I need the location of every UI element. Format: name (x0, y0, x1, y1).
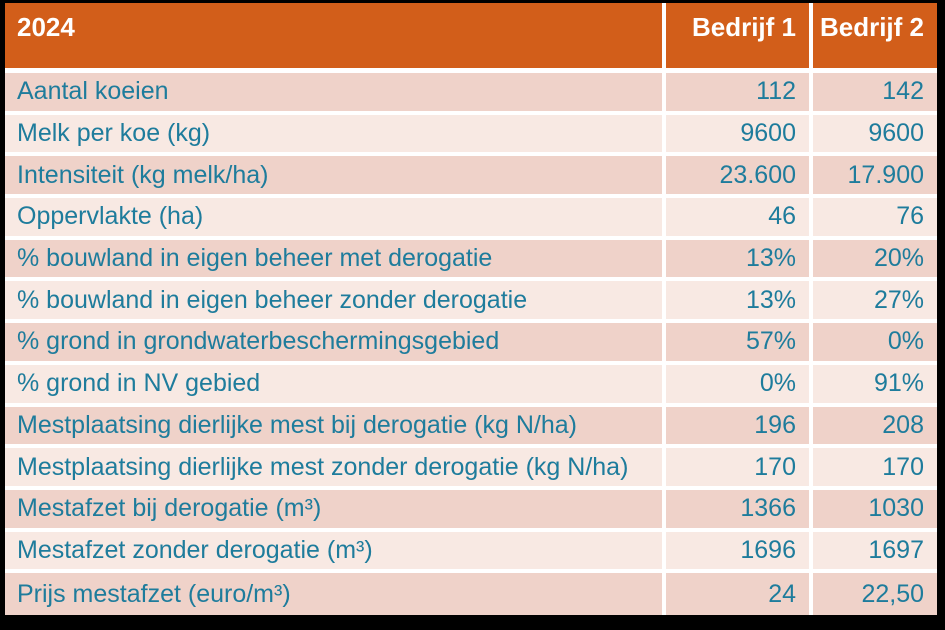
value-bedrijf-1: 1696 (662, 531, 809, 574)
value-bedrijf-2: 0% (809, 323, 937, 365)
row-label: Mestplaatsing dierlijke mest bij derogat… (5, 406, 662, 449)
value-bedrijf-2: 91% (809, 364, 937, 407)
value-bedrijf-1: 1366 (662, 489, 809, 532)
year-header: 2024 (5, 3, 662, 73)
value-bedrijf-1: 170 (662, 448, 809, 490)
table-row: Aantal koeien 112 142 (5, 73, 937, 115)
value-bedrijf-1: 0% (662, 364, 809, 407)
value-bedrijf-2: 170 (809, 448, 937, 490)
table-header: 2024 Bedrijf 1 Bedrijf 2 (5, 3, 937, 73)
row-label: Oppervlakte (ha) (5, 198, 662, 240)
value-bedrijf-1: 9600 (662, 114, 809, 157)
row-label: Mestplaatsing dierlijke mest zonder dero… (5, 448, 662, 490)
table-row: Prijs mestafzet (euro/m³) 24 22,50 (5, 573, 937, 615)
table-row: % grond in NV gebied 0% 91% (5, 364, 937, 407)
row-label: Intensiteit (kg melk/ha) (5, 156, 662, 199)
row-label: Mestafzet bij derogatie (m³) (5, 489, 662, 532)
farm-comparison-table: 2024 Bedrijf 1 Bedrijf 2 Aantal koeien 1… (5, 3, 937, 615)
value-bedrijf-2: 20% (809, 239, 937, 282)
value-bedrijf-2: 208 (809, 406, 937, 449)
table-row: % bouwland in eigen beheer met derogatie… (5, 239, 937, 282)
row-label: % bouwland in eigen beheer zonder deroga… (5, 281, 662, 324)
value-bedrijf-1: 46 (662, 198, 809, 240)
row-label: % bouwland in eigen beheer met derogatie (5, 239, 662, 282)
value-bedrijf-2: 1697 (809, 531, 937, 574)
value-bedrijf-2: 142 (809, 73, 937, 115)
value-bedrijf-1: 13% (662, 281, 809, 324)
table-row: Mestafzet bij derogatie (m³) 1366 1030 (5, 489, 937, 532)
value-bedrijf-1: 23.600 (662, 156, 809, 199)
table-row: Oppervlakte (ha) 46 76 (5, 198, 937, 240)
value-bedrijf-2: 1030 (809, 489, 937, 532)
value-bedrijf-2: 76 (809, 198, 937, 240)
header-row: 2024 Bedrijf 1 Bedrijf 2 (5, 3, 937, 73)
table-body: Aantal koeien 112 142 Melk per koe (kg) … (5, 73, 937, 615)
row-label: % grond in grondwaterbeschermingsgebied (5, 323, 662, 365)
value-bedrijf-1: 24 (662, 573, 809, 615)
table-row: % bouwland in eigen beheer zonder deroga… (5, 281, 937, 324)
table-row: Mestplaatsing dierlijke mest zonder dero… (5, 448, 937, 490)
column-header-bedrijf-1: Bedrijf 1 (662, 3, 809, 73)
table-row: Melk per koe (kg) 9600 9600 (5, 114, 937, 157)
value-bedrijf-2: 27% (809, 281, 937, 324)
column-header-bedrijf-2: Bedrijf 2 (809, 3, 937, 73)
table-row: Mestafzet zonder derogatie (m³) 1696 169… (5, 531, 937, 574)
slide-frame: 2024 Bedrijf 1 Bedrijf 2 Aantal koeien 1… (5, 3, 937, 615)
table-row: Intensiteit (kg melk/ha) 23.600 17.900 (5, 156, 937, 199)
row-label: % grond in NV gebied (5, 364, 662, 407)
value-bedrijf-1: 112 (662, 73, 809, 115)
row-label: Mestafzet zonder derogatie (m³) (5, 531, 662, 574)
table-row: % grond in grondwaterbeschermingsgebied … (5, 323, 937, 365)
value-bedrijf-1: 196 (662, 406, 809, 449)
row-label: Aantal koeien (5, 73, 662, 115)
value-bedrijf-2: 22,50 (809, 573, 937, 615)
table-row: Mestplaatsing dierlijke mest bij derogat… (5, 406, 937, 449)
value-bedrijf-1: 13% (662, 239, 809, 282)
value-bedrijf-2: 9600 (809, 114, 937, 157)
row-label: Prijs mestafzet (euro/m³) (5, 573, 662, 615)
value-bedrijf-2: 17.900 (809, 156, 937, 199)
row-label: Melk per koe (kg) (5, 114, 662, 157)
value-bedrijf-1: 57% (662, 323, 809, 365)
